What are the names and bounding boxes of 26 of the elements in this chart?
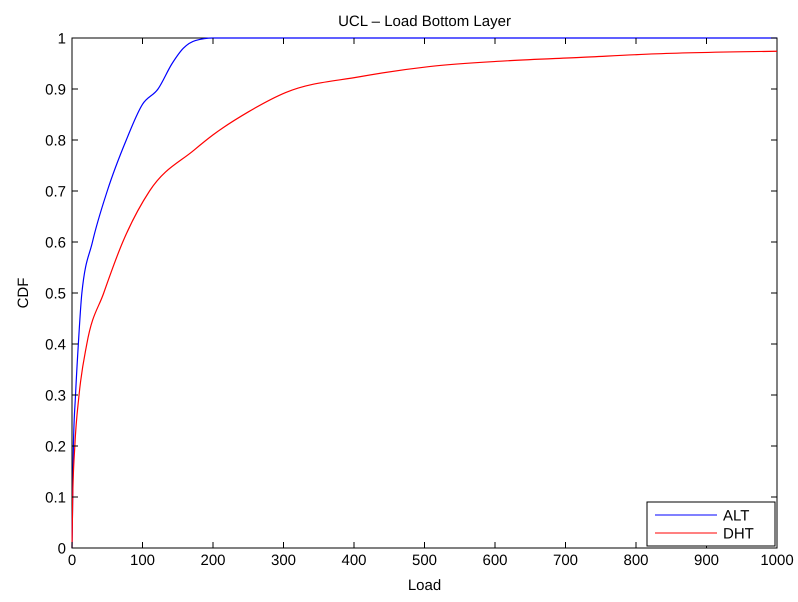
y-tick-label: 0.1 — [45, 489, 66, 506]
x-tick-label: 200 — [200, 552, 226, 569]
y-tick-label: 0.4 — [45, 336, 66, 354]
x-tick-label: 1000 — [760, 552, 794, 569]
y-tick-label: 0.5 — [45, 285, 66, 302]
y-tick-label: 0 — [58, 540, 66, 558]
y-tick-label: 0.3 — [45, 387, 66, 404]
x-tick-label: 400 — [341, 552, 367, 569]
y-tick-label: 0.7 — [45, 183, 66, 200]
y-tick-label: 0.2 — [45, 438, 66, 456]
chart-title: UCL – Load Bottom Layer — [338, 13, 511, 30]
x-tick-label: 300 — [270, 552, 296, 569]
y-tick-label: 0.9 — [45, 81, 66, 98]
x-tick-label: 600 — [482, 552, 508, 569]
x-tick-label: 800 — [623, 552, 649, 569]
x-tick-label: 100 — [130, 552, 156, 569]
x-axis-title: Load — [408, 577, 442, 594]
y-tick-label: 1 — [58, 30, 66, 48]
y-tick-label: 0.8 — [45, 132, 66, 150]
legend-label: ALT — [723, 507, 750, 524]
x-tick-label: 500 — [412, 552, 438, 569]
x-tick-label: 900 — [694, 552, 720, 569]
x-tick-label: 700 — [552, 552, 578, 569]
legend-label: DHT — [723, 525, 754, 542]
y-axis-title: CDF — [15, 278, 32, 308]
y-tick-label: 0.6 — [45, 234, 66, 252]
